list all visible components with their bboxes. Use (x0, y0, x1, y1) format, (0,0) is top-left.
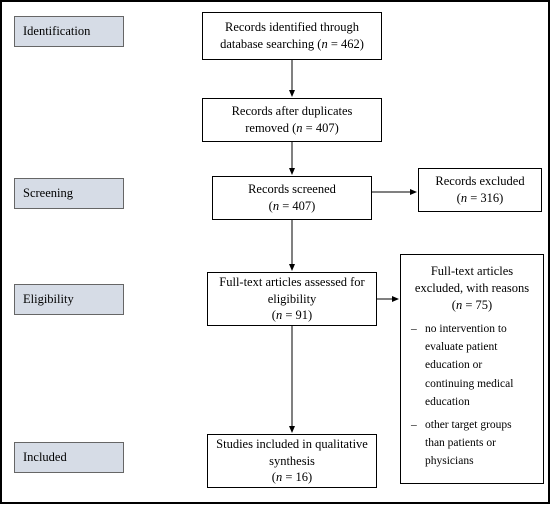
stage-label-text: Included (23, 450, 67, 464)
box-studies-included: Studies included in qualitative synthesi… (207, 434, 377, 488)
stage-included: Included (14, 442, 124, 473)
exclusion-reason: no intervention to evaluate patient educ… (411, 320, 533, 412)
box-text: Records after duplicates removed (n = 40… (211, 103, 373, 137)
stage-label-text: Screening (23, 186, 73, 200)
box-records-screened: Records screened (n = 407) (212, 176, 372, 220)
box-fulltext-excluded: Full-text articles excluded, with reason… (400, 254, 544, 484)
box-fulltext-assessed: Full-text articles assessed for eligibil… (207, 272, 377, 326)
box-records-deduplicated: Records after duplicates removed (n = 40… (202, 98, 382, 142)
box-text: Full-text articles excluded, with reason… (411, 263, 533, 314)
box-text: Full-text articles assessed for eligibil… (216, 274, 368, 325)
box-records-excluded-screening: Records excluded (n = 316) (418, 168, 542, 212)
box-text: Records identified through database sear… (211, 19, 373, 53)
stage-label-text: Eligibility (23, 292, 74, 306)
stage-eligibility: Eligibility (14, 284, 124, 315)
box-text: Studies included in qualitative synthesi… (216, 436, 368, 487)
box-text: Records excluded (n = 316) (435, 173, 524, 207)
exclusion-reasons-list: no intervention to evaluate patient educ… (411, 320, 533, 471)
stage-identification: Identification (14, 16, 124, 47)
box-text: Records screened (n = 407) (248, 181, 336, 215)
box-records-identified: Records identified through database sear… (202, 12, 382, 60)
exclusion-reason: other target groups than patients or phy… (411, 416, 533, 471)
stage-label-text: Identification (23, 24, 90, 38)
stage-screening: Screening (14, 178, 124, 209)
prisma-flow-diagram: Identification Screening Eligibility Inc… (0, 0, 550, 504)
